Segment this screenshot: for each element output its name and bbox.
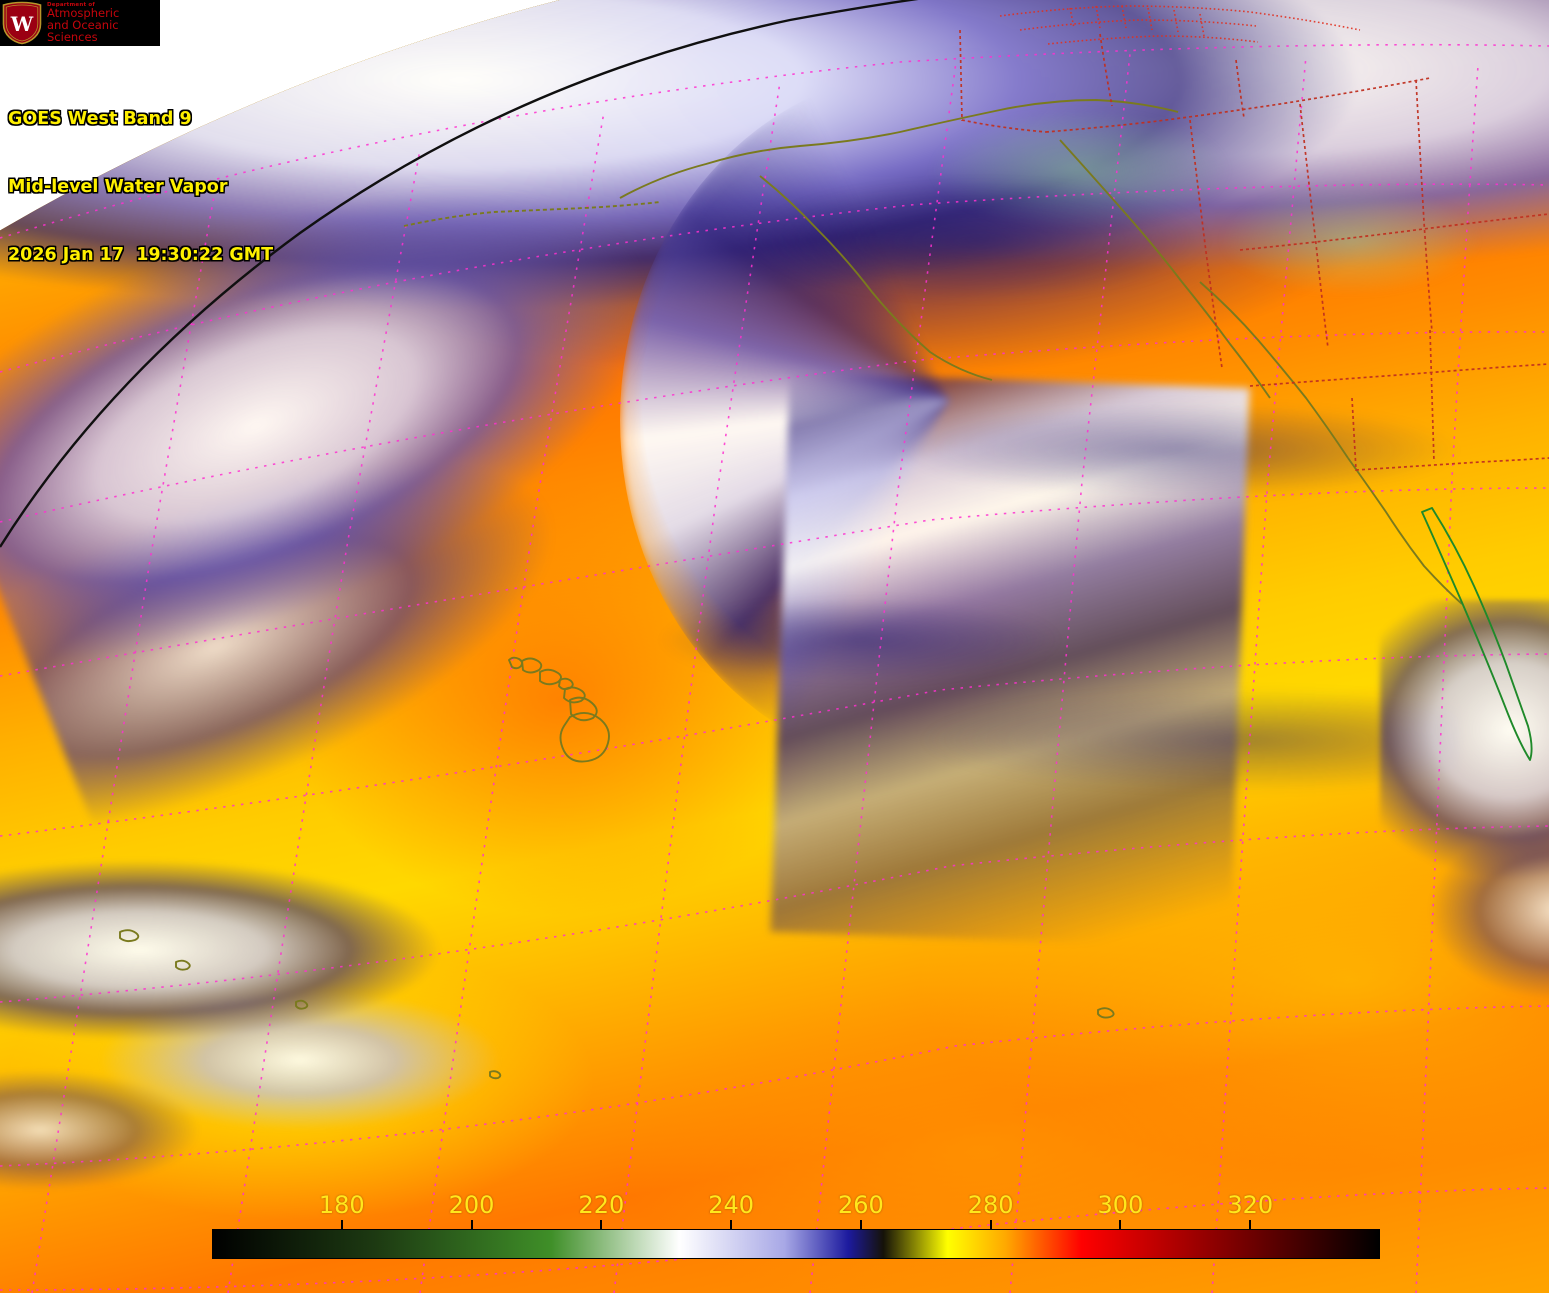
political-borders-group: [959, 29, 1549, 471]
arctic-coast-dotting: [999, 5, 1361, 45]
coastlines-group: [119, 99, 1533, 1080]
uw-aos-logo: W Department of Atmospheric and Oceanic …: [0, 0, 160, 46]
title-line-channel: Mid-level Water Vapor: [8, 176, 228, 197]
title-line-product: GOES West Band 9: [8, 108, 192, 129]
logo-text-block: Department of Atmospheric and Oceanic Sc…: [47, 1, 160, 44]
logo-line-2: and Oceanic Sciences: [47, 17, 119, 44]
title-line-timestamp: 2026 Jan 17 19:30:22 GMT: [8, 245, 274, 265]
crest-letter: W: [10, 12, 34, 36]
logo-department-prefix: Department of: [47, 1, 95, 8]
logo-line-1: Atmospheric: [47, 6, 120, 21]
product-title-block: GOES West Band 9 Mid-level Water Vapor 2…: [8, 62, 273, 312]
uw-crest-icon: W: [2, 1, 42, 45]
earth-limb-arc: [0, 0, 919, 548]
